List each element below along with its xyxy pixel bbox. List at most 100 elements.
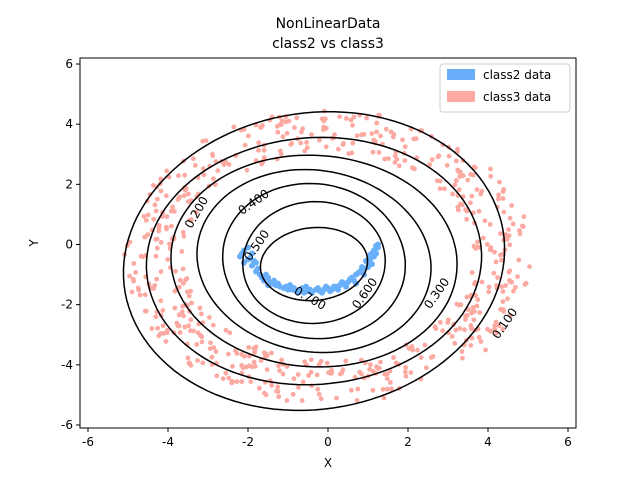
class3-point xyxy=(261,155,267,161)
class3-point xyxy=(153,208,159,214)
class3-point xyxy=(203,138,209,144)
class3-point xyxy=(384,376,390,381)
class3-point xyxy=(226,162,232,167)
class3-point xyxy=(163,193,169,199)
class3-point xyxy=(308,357,314,363)
class3-point xyxy=(450,191,455,197)
class3-point xyxy=(492,326,498,332)
class3-point xyxy=(396,163,402,169)
class3-point xyxy=(220,376,226,382)
class3-point xyxy=(344,116,349,121)
class2-point xyxy=(327,288,333,295)
class3-point xyxy=(329,370,334,376)
contour-line xyxy=(170,154,458,368)
class3-point xyxy=(170,207,176,213)
class3-point xyxy=(475,297,481,303)
class3-point xyxy=(334,395,339,401)
class3-point xyxy=(440,328,445,334)
y-axis-label: Y xyxy=(27,239,41,248)
class3-point xyxy=(180,229,186,235)
class3-point xyxy=(444,162,450,168)
class3-point xyxy=(163,339,169,344)
class3-point xyxy=(183,186,189,191)
class3-point xyxy=(509,279,515,285)
class3-point xyxy=(459,349,465,354)
class2-point xyxy=(271,277,277,284)
class3-point xyxy=(251,359,257,365)
class3-point xyxy=(359,371,364,377)
class3-point xyxy=(177,330,183,335)
legend-swatch-class3 xyxy=(447,91,475,102)
chart-subtitle: class2 vs class3 xyxy=(272,36,384,52)
legend: class2 data class3 data xyxy=(439,63,571,113)
class3-point xyxy=(496,196,501,202)
class3-point xyxy=(432,324,438,329)
class3-point xyxy=(129,289,135,295)
class3-point xyxy=(468,200,473,206)
class3-point xyxy=(239,379,245,385)
class3-point xyxy=(145,212,151,218)
class3-point xyxy=(391,131,397,137)
class3-point xyxy=(378,359,383,365)
class3-point xyxy=(406,346,412,351)
class3-point xyxy=(201,172,207,178)
class3-point xyxy=(234,379,240,384)
class3-point xyxy=(164,328,170,333)
class3-point xyxy=(242,142,248,148)
class3-point xyxy=(469,193,475,199)
class3-point xyxy=(137,292,143,298)
class3-point xyxy=(153,253,159,259)
class3-point xyxy=(181,313,186,319)
class3-point xyxy=(383,126,389,132)
class3-point xyxy=(346,151,352,157)
class3-point xyxy=(299,398,305,403)
y-axis-ticks: -6 -4 -2 0 2 4 6 xyxy=(61,57,80,432)
class3-point xyxy=(187,328,193,334)
class3-point xyxy=(210,153,216,159)
class3-point xyxy=(227,330,233,336)
contour-line xyxy=(259,226,369,302)
class3-point xyxy=(257,385,262,391)
class3-point xyxy=(154,276,160,282)
class3-point xyxy=(142,292,148,298)
class3-point xyxy=(160,308,166,313)
class3-point xyxy=(306,373,311,378)
class3-point xyxy=(454,178,459,183)
class3-point xyxy=(453,158,459,164)
class3-point xyxy=(188,317,194,323)
x-tick-label: 6 xyxy=(564,435,572,449)
class3-point xyxy=(200,360,206,366)
class3-point xyxy=(226,351,231,357)
class3-point xyxy=(197,332,203,338)
class3-point xyxy=(158,269,164,274)
class3-point xyxy=(377,365,382,371)
class3-point xyxy=(339,370,345,376)
class3-point xyxy=(517,228,522,234)
y-tick-label: 2 xyxy=(65,177,73,191)
class3-point xyxy=(184,289,190,295)
class3-point xyxy=(277,368,282,373)
class3-point xyxy=(495,275,500,280)
legend-label-class3: class3 data xyxy=(483,90,551,104)
y-tick-label: -6 xyxy=(61,418,73,432)
class3-point xyxy=(283,119,289,125)
class3-point xyxy=(464,312,470,318)
class3-scatter xyxy=(122,108,532,403)
class3-point xyxy=(214,373,220,379)
class3-point xyxy=(318,358,324,364)
class3-point xyxy=(189,300,194,306)
class3-point xyxy=(186,191,191,197)
class3-point xyxy=(231,124,237,130)
class3-point xyxy=(378,133,383,139)
class3-point xyxy=(155,325,161,331)
class3-point xyxy=(348,387,354,393)
class3-point xyxy=(156,333,162,339)
contour-line xyxy=(145,136,483,386)
class3-point xyxy=(151,286,157,291)
chart-title: NonLinearData xyxy=(276,16,381,32)
legend-label-class2: class2 data xyxy=(483,68,551,82)
class3-point xyxy=(152,202,158,208)
class3-point xyxy=(180,266,186,272)
class3-point xyxy=(323,144,329,150)
class3-point xyxy=(179,309,185,315)
